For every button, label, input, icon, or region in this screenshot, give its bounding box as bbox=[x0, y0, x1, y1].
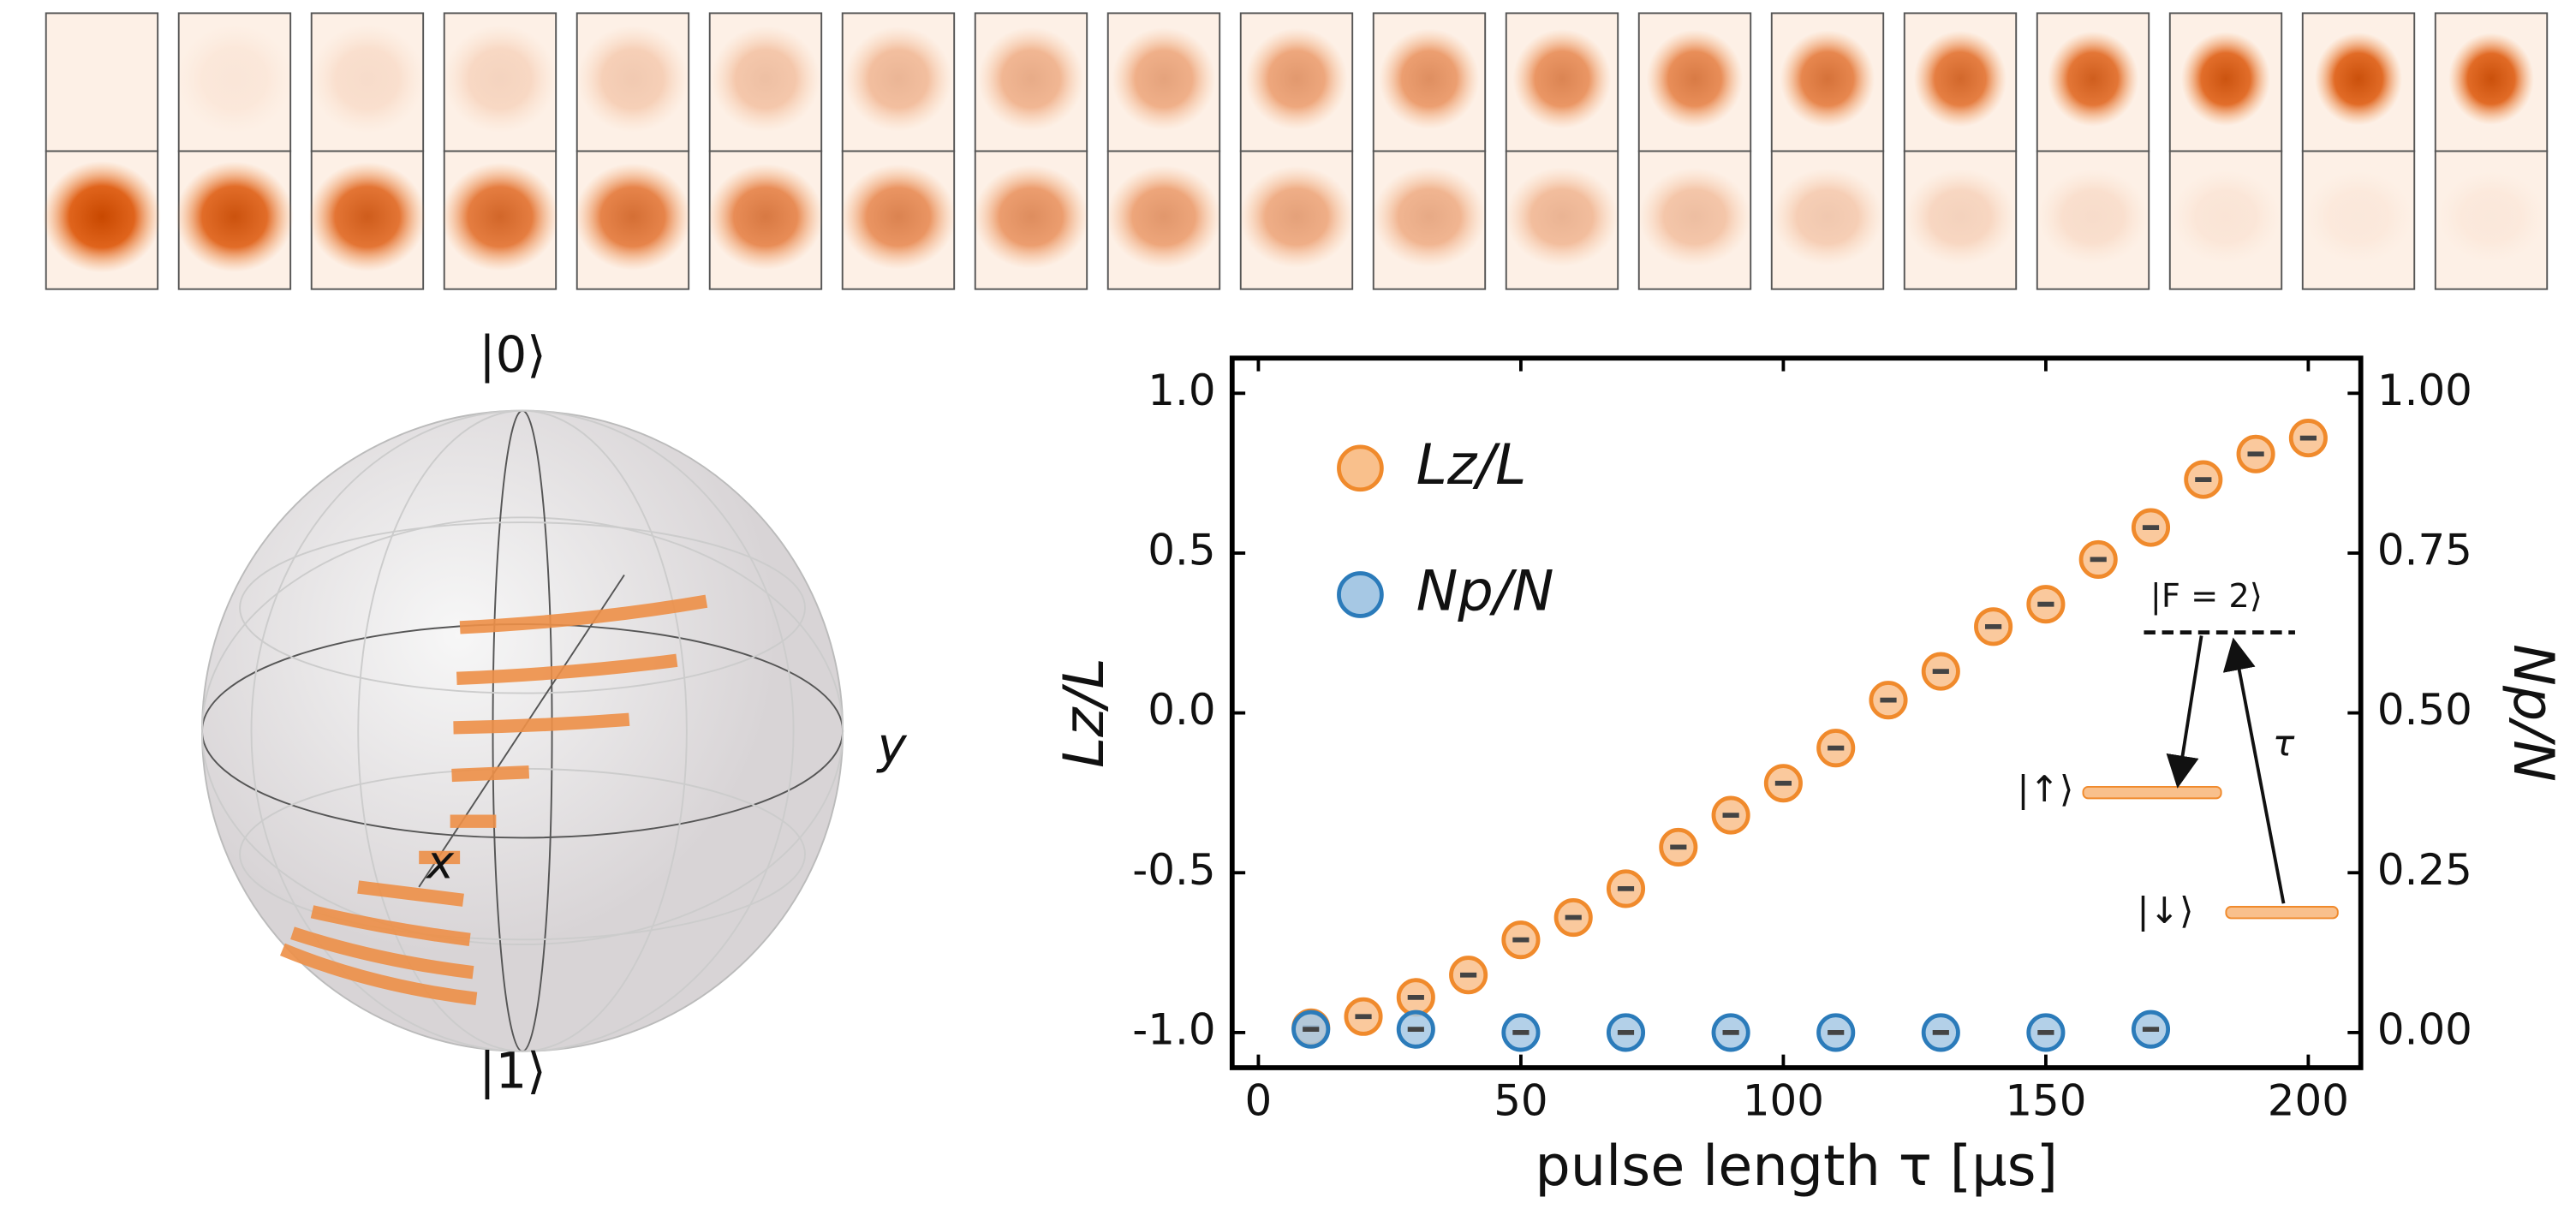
atom-cloud bbox=[309, 162, 426, 271]
atom-cloud bbox=[43, 161, 161, 272]
atom-cloud bbox=[2038, 170, 2149, 265]
atom-cloud bbox=[2304, 170, 2412, 264]
atom-cloud bbox=[1246, 28, 1348, 130]
y2-tick-label: 0.75 bbox=[2377, 525, 2472, 575]
y-axis-title: Lz/L bbox=[1052, 658, 1117, 768]
atom-cloud bbox=[444, 25, 557, 134]
atom-cloud bbox=[1780, 30, 1875, 128]
x-tick-label: 100 bbox=[1743, 1076, 1824, 1126]
atom-cloud bbox=[1647, 30, 1744, 128]
y-tick-label: 0.0 bbox=[1148, 685, 1215, 735]
y-tick-label: 1.0 bbox=[1148, 366, 1215, 415]
legend-marker bbox=[1339, 447, 1381, 490]
atom-cloud bbox=[2048, 31, 2138, 126]
x-tick-label: 0 bbox=[1245, 1076, 1273, 1126]
x-axis-title: pulse length τ [µs] bbox=[1535, 1134, 2058, 1199]
y-tick-label: 0.5 bbox=[1148, 525, 1215, 575]
atom-cloud bbox=[1639, 168, 1750, 266]
atom-cloud bbox=[1240, 166, 1353, 268]
atom-cloud bbox=[2315, 33, 2402, 126]
chart: 0 50 100 150 200 -1.0 -0.5 0.0 0.5 1.0 0.00 0.25 0.5… bbox=[1052, 358, 2566, 1199]
atom-cloud bbox=[2181, 32, 2270, 126]
atom-cloud bbox=[1772, 168, 1883, 265]
atom-cloud bbox=[176, 162, 293, 272]
x-tick-label: 50 bbox=[1494, 1076, 1547, 1126]
atom-cloud bbox=[974, 165, 1088, 269]
legend-marker bbox=[1339, 574, 1381, 616]
atom-cloud bbox=[1380, 28, 1480, 129]
bloch-sphere bbox=[202, 411, 843, 1051]
atom-cloud bbox=[1506, 167, 1618, 266]
atom-cloud bbox=[844, 27, 951, 132]
axis-label: y bbox=[876, 717, 908, 774]
atom-cloud bbox=[841, 164, 956, 270]
atom-cloud bbox=[2448, 33, 2534, 124]
level-label: |↑⟩ bbox=[2017, 768, 2073, 810]
x-tick-label: 150 bbox=[2005, 1076, 2086, 1126]
level-label: |F = 2⟩ bbox=[2150, 577, 2263, 616]
y2-tick-label: 0.50 bbox=[2377, 685, 2472, 735]
legend-label: Np/N bbox=[1416, 559, 1554, 624]
atom-cloud bbox=[442, 163, 558, 271]
y2-tick-label: 0.25 bbox=[2377, 845, 2472, 895]
state-label: |1⟩ bbox=[479, 1042, 546, 1099]
atom-cloud bbox=[1905, 169, 2015, 265]
y-tick-label: -0.5 bbox=[1132, 845, 1215, 895]
level-diagram: |F = 2⟩ |↑⟩ |↓⟩ τ bbox=[2017, 577, 2337, 932]
atom-cloud bbox=[1106, 165, 1220, 268]
y2-axis-title: Np/N bbox=[2501, 644, 2566, 782]
atom-cloud bbox=[707, 164, 823, 270]
atom-cloud bbox=[310, 24, 425, 134]
legend-label: Lz/L bbox=[1416, 432, 1527, 497]
atom-cloud bbox=[711, 26, 820, 132]
y2-tick-label: 1.00 bbox=[2377, 366, 2472, 415]
y-tick-label: -1.0 bbox=[1132, 1004, 1215, 1054]
y2-tick-label: 0.00 bbox=[2377, 1004, 2472, 1054]
axis-label: x bbox=[425, 836, 455, 890]
atom-cloud bbox=[1112, 27, 1215, 130]
atom-cloud bbox=[2437, 171, 2546, 263]
atom-cloud bbox=[1914, 31, 2007, 128]
atom-cloud bbox=[575, 164, 691, 271]
atom-cloud bbox=[176, 24, 293, 134]
atom-cloud bbox=[2171, 170, 2281, 264]
absorption-images bbox=[43, 13, 2547, 289]
state-label: |0⟩ bbox=[479, 326, 546, 384]
atom-cloud bbox=[978, 27, 1083, 130]
pulse-label: τ bbox=[2273, 722, 2295, 764]
atom-cloud bbox=[1513, 29, 1612, 128]
atom-cloud bbox=[1373, 166, 1486, 267]
atom-cloud bbox=[577, 25, 689, 132]
x-tick-label: 200 bbox=[2268, 1076, 2349, 1126]
level-label: |↓⟩ bbox=[2137, 890, 2193, 932]
figure: |0⟩ |1⟩ x y 0 50 100 150 200 -1.0 -0.5 0.0 0.5 1.… bbox=[0, 0, 2576, 1209]
